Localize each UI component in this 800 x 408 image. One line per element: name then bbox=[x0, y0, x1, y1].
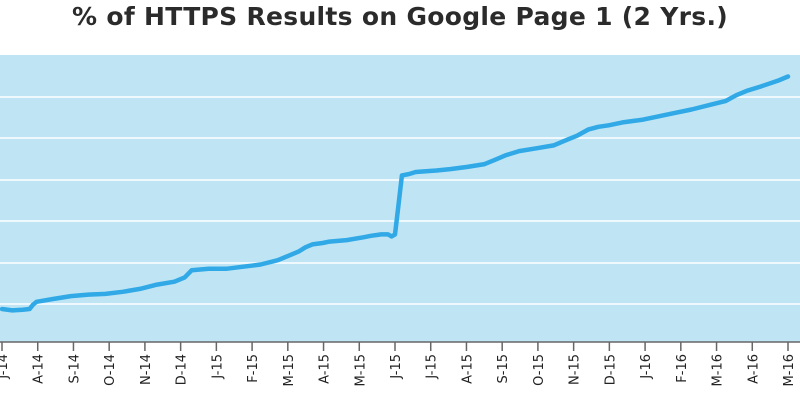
series-layer bbox=[0, 74, 791, 313]
x-tick-label: M-15 bbox=[353, 354, 368, 386]
x-tick-label: M-16 bbox=[711, 354, 726, 386]
x-tick-label: D-14 bbox=[175, 354, 190, 385]
x-tick-label: S-14 bbox=[67, 354, 82, 384]
x-tick-label: O-14 bbox=[103, 354, 118, 386]
x-tick-label: J-15 bbox=[389, 354, 404, 380]
x-tick-label: J-15 bbox=[210, 354, 225, 380]
x-axis-tick-labels: J-14 A-14 S-14 O-14 N-14 D-14 J-15 F-15 M-15 A-15… bbox=[0, 354, 797, 386]
x-tick-label: A-15 bbox=[460, 354, 475, 384]
x-axis-ticks bbox=[1, 342, 789, 351]
x-tick-label: J-15 bbox=[425, 354, 440, 380]
x-tick-label: F-15 bbox=[246, 354, 261, 383]
x-tick-label: M-16 bbox=[782, 354, 797, 386]
x-tick-label: A-16 bbox=[746, 354, 761, 384]
x-tick-label: J-16 bbox=[639, 354, 654, 380]
x-tick-label: A-14 bbox=[32, 354, 47, 384]
x-tick-label: J-14 bbox=[0, 354, 11, 380]
x-tick-label: M-15 bbox=[282, 354, 297, 386]
x-tick-label: D-15 bbox=[603, 354, 618, 385]
x-tick-label: O-15 bbox=[532, 354, 547, 386]
x-tick-label: A-15 bbox=[318, 354, 333, 384]
chart-title: % of HTTPS Results on Google Page 1 (2 Y… bbox=[72, 2, 728, 31]
x-tick-label: N-15 bbox=[568, 354, 583, 385]
x-tick-label: S-15 bbox=[496, 354, 511, 384]
x-tick-label: N-14 bbox=[139, 354, 154, 385]
x-tick-label: F-16 bbox=[675, 354, 690, 383]
series-line-0 bbox=[0, 74, 791, 313]
